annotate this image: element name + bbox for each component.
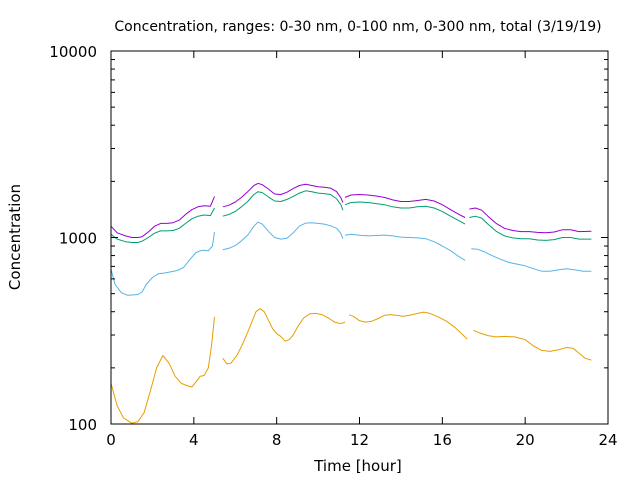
series-3-line-segment (344, 194, 466, 218)
x-tick-label: 8 (272, 431, 282, 449)
x-tick-label: 20 (516, 431, 535, 449)
series-3-line-segment (110, 196, 215, 238)
series-3-line-segment (222, 182, 344, 208)
series-2-line-segment (110, 207, 215, 243)
x-axis-label: Time [hour] (313, 457, 402, 475)
series-1-line-segment (222, 221, 344, 251)
series-layer (110, 182, 592, 424)
series-1-line-segment (471, 248, 592, 272)
y-axis-label: Concentration (6, 184, 24, 290)
series-2-line-segment (344, 201, 466, 225)
x-tick-label: 4 (189, 431, 199, 449)
series-0-line-segment (473, 329, 592, 361)
series-2-line-segment (469, 215, 592, 241)
x-tick-label: 12 (350, 431, 369, 449)
x-tick-label: 16 (433, 431, 452, 449)
y-tick-label: 100 (68, 416, 97, 434)
y-tick-label: 1000 (59, 230, 97, 248)
y-tick-label: 10000 (49, 43, 97, 61)
plot-frame (110, 50, 609, 425)
series-1-line-segment (110, 231, 215, 296)
series-0-line-segment (222, 308, 346, 365)
series-0-line-segment (348, 311, 468, 340)
x-axis-ticks: 0 4 8 12 16 20 24 (106, 51, 618, 449)
chart-title: Concentration, ranges: 0-30 nm, 0-100 nm… (114, 19, 601, 35)
series-2-line-segment (222, 190, 344, 217)
x-tick-label: 0 (106, 431, 116, 449)
series-1-line-segment (344, 233, 466, 261)
series-3-line-segment (469, 207, 592, 234)
x-tick-label: 24 (598, 431, 617, 449)
series-0-line-segment (110, 316, 215, 424)
y-axis-ticks: 100 1000 10000 (49, 43, 608, 434)
